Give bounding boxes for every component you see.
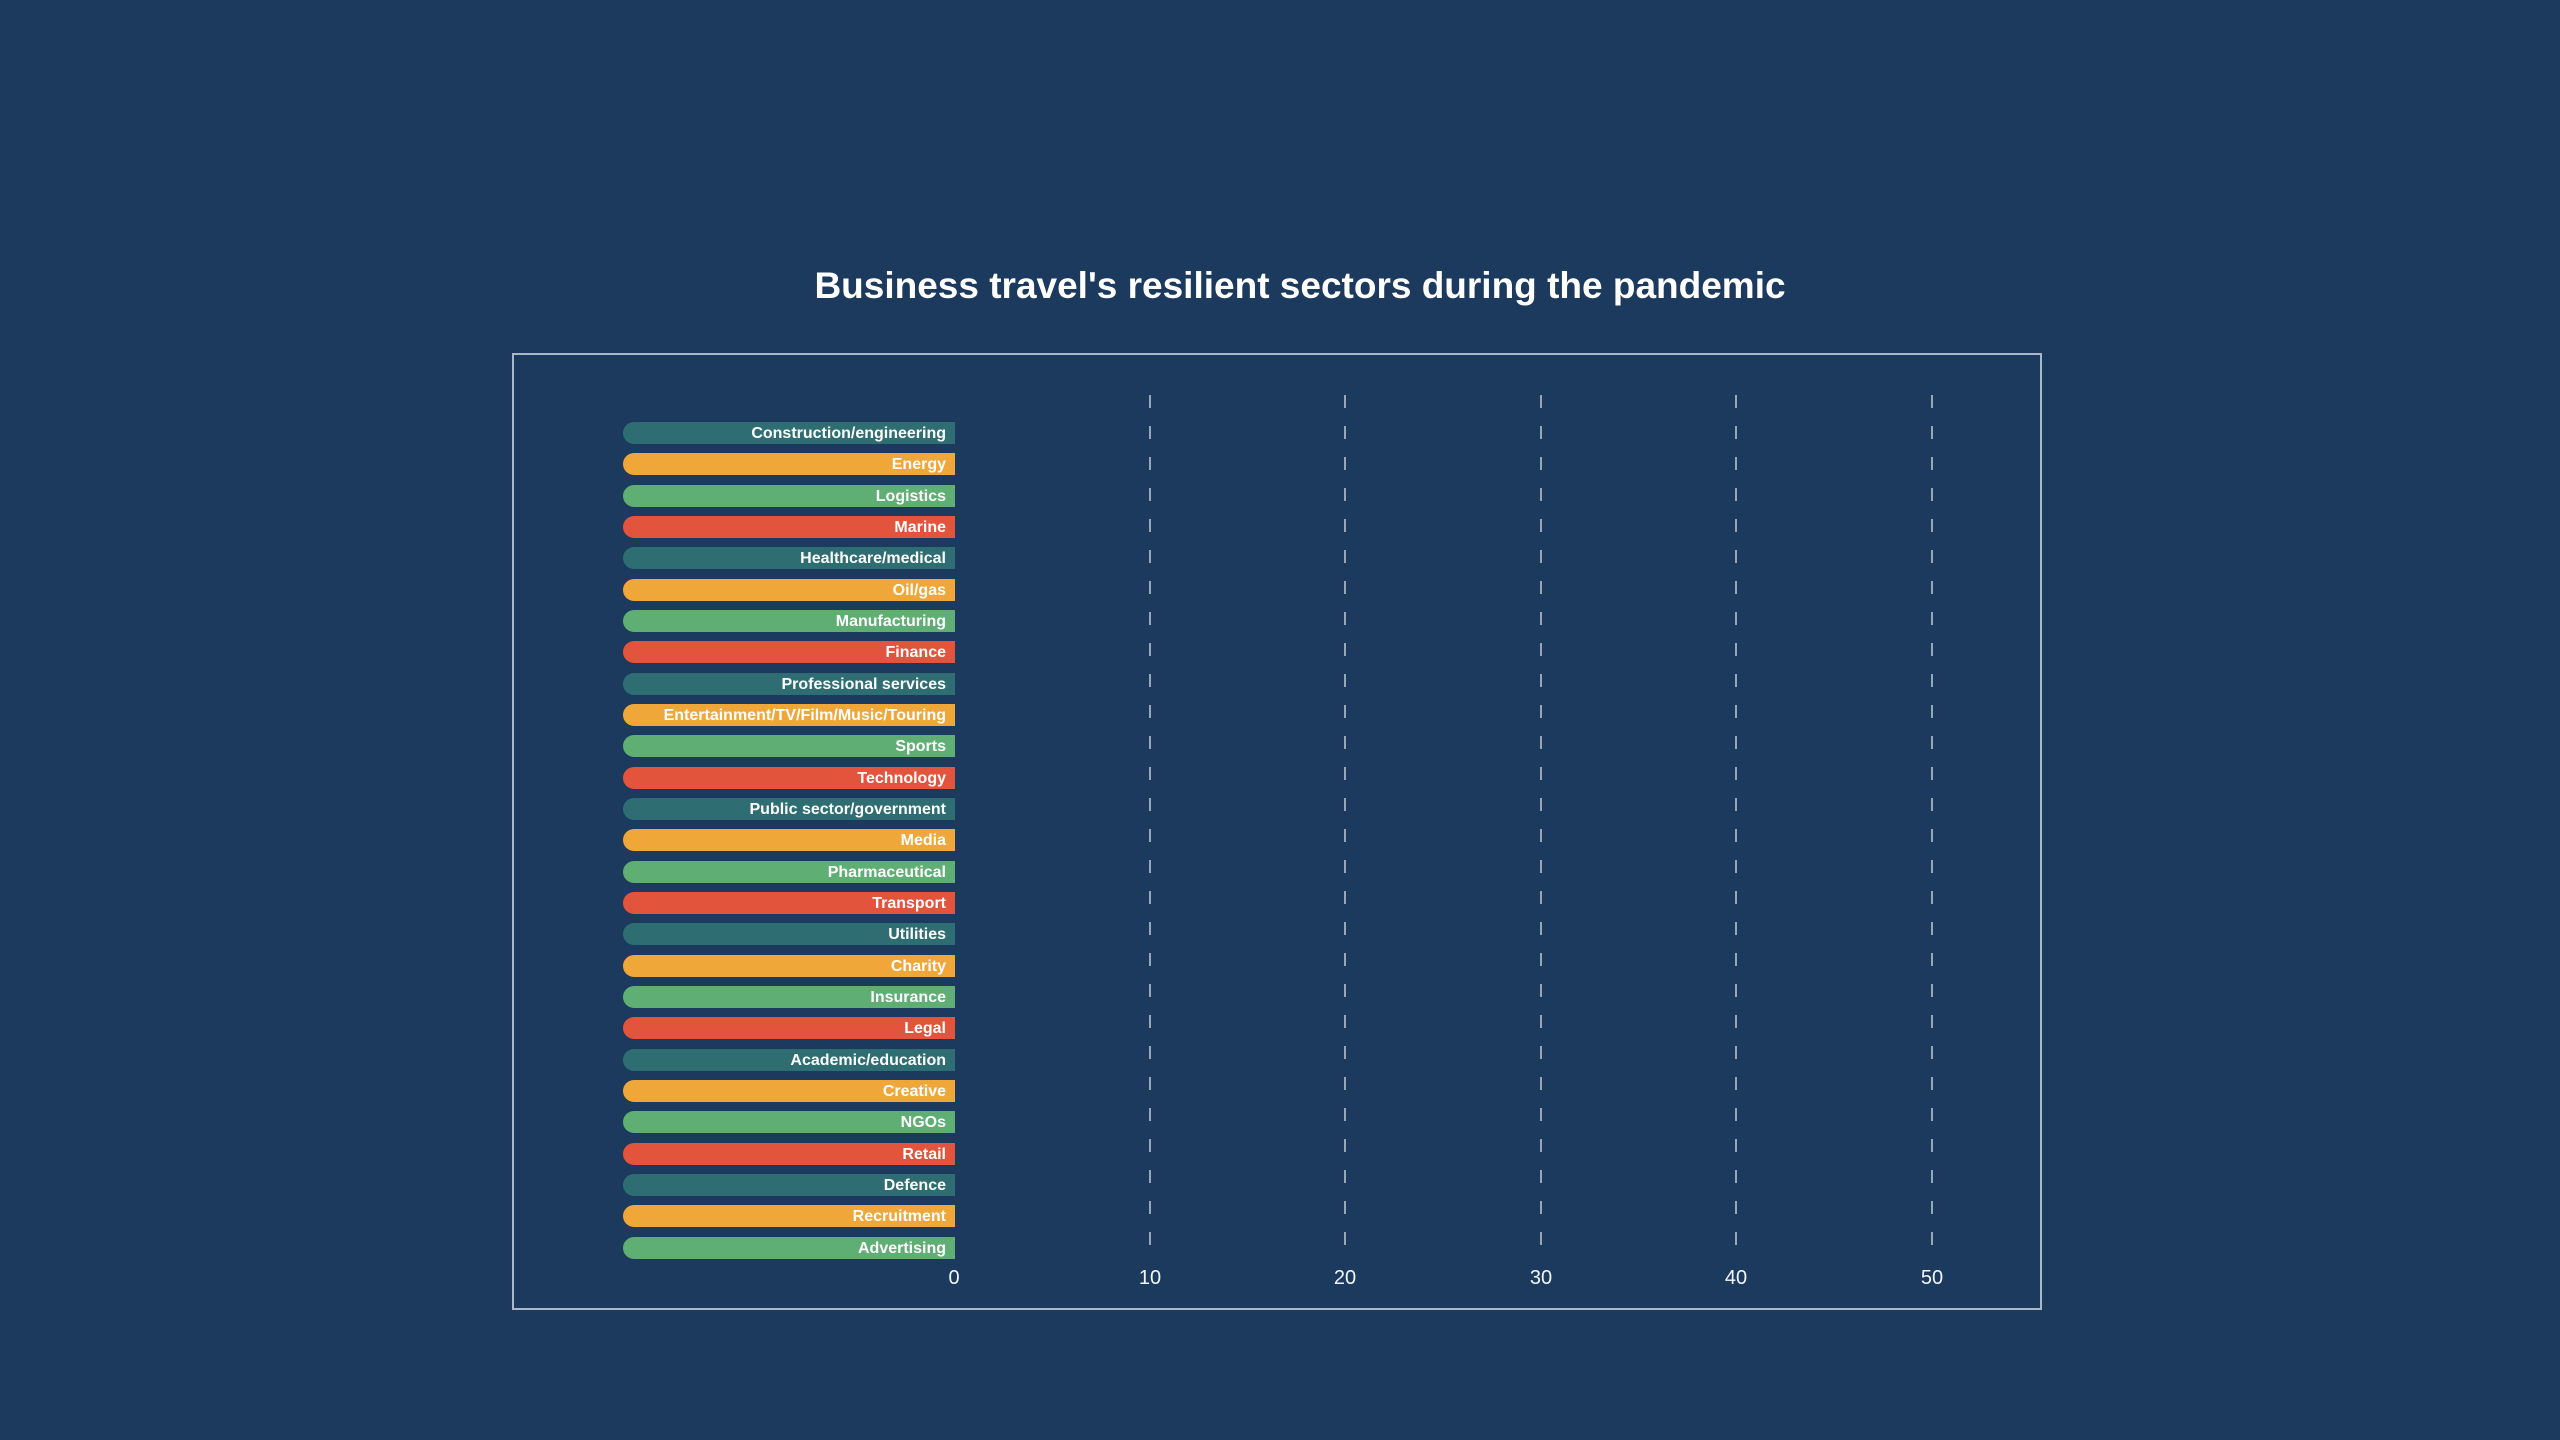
bar: Academic/education: [623, 1049, 955, 1071]
bar: Transport: [623, 892, 955, 914]
bar-label: Oil/gas: [892, 582, 946, 599]
bar-label: Media: [900, 832, 946, 849]
bar-label: Charity: [890, 958, 946, 975]
bar-label: Transport: [872, 895, 946, 912]
bar: Defence: [623, 1174, 955, 1196]
bar: Creative: [623, 1080, 955, 1102]
bar: Insurance: [623, 986, 955, 1008]
bar-label: Advertising: [857, 1240, 946, 1257]
x-tick-label: 30: [1529, 1267, 1553, 1289]
bar-label: Entertainment/TV/Film/Music/Touring: [663, 707, 946, 724]
bar: Public sector/government: [623, 798, 955, 820]
bar: Advertising: [623, 1237, 955, 1259]
bar-label: Retail: [902, 1146, 946, 1163]
bar-label: Pharmaceutical: [827, 864, 946, 881]
bar-label: Creative: [882, 1083, 946, 1100]
gridline: [1540, 395, 1542, 1259]
bar: Construction/engineering: [623, 422, 955, 444]
bar-label: Technology: [857, 770, 946, 787]
bar: Professional services: [623, 673, 955, 695]
bar: Technology: [623, 767, 955, 789]
bar-label: Logistics: [875, 488, 946, 505]
bar: Oil/gas: [623, 579, 955, 601]
bar: Retail: [623, 1143, 955, 1165]
bar-label: Legal: [904, 1020, 946, 1037]
bar-label: Energy: [891, 456, 946, 473]
bar: Pharmaceutical: [623, 861, 955, 883]
bar-label: Manufacturing: [835, 613, 946, 630]
bar-label: Recruitment: [852, 1208, 946, 1225]
x-tick-label: 20: [1333, 1267, 1357, 1289]
bar-label: Sports: [895, 738, 946, 755]
bar-label: Defence: [883, 1177, 946, 1194]
bar: Marine: [623, 516, 955, 538]
bar: Charity: [623, 955, 955, 977]
bar-label: Construction/engineering: [751, 425, 946, 442]
bar-label: Professional services: [781, 676, 946, 693]
bar: Legal: [623, 1017, 955, 1039]
plot-area: Construction/engineering Energy Logistics M…: [512, 353, 2042, 1310]
bar: Recruitment: [623, 1205, 955, 1227]
bar-label: Utilities: [888, 926, 946, 943]
bar-label: NGOs: [900, 1114, 946, 1131]
bar-label: Public sector/government: [749, 801, 947, 818]
x-tick-label: 10: [1138, 1267, 1162, 1289]
bar: Energy: [623, 453, 955, 475]
chart-title: Business travel's resilient sectors duri…: [814, 265, 1786, 306]
bar: Media: [623, 829, 955, 851]
bar: Sports: [623, 735, 955, 757]
bar: NGOs: [623, 1111, 955, 1133]
gridline: [1344, 395, 1346, 1259]
bar-label: Healthcare/medical: [800, 550, 946, 567]
bar: Entertainment/TV/Film/Music/Touring: [623, 704, 955, 726]
bar-label: Insurance: [870, 989, 946, 1006]
gridline: [1735, 395, 1737, 1259]
gridline: [1931, 395, 1933, 1259]
bar: Finance: [623, 641, 955, 663]
bar: Manufacturing: [623, 610, 955, 632]
x-tick-label: 40: [1724, 1267, 1748, 1289]
x-tick-label: 0: [948, 1267, 960, 1289]
bar: Healthcare/medical: [623, 547, 955, 569]
x-tick-label: 50: [1920, 1267, 1944, 1289]
bar-label: Finance: [885, 644, 946, 661]
bar-label: Marine: [894, 519, 946, 536]
gridline: [1149, 395, 1151, 1259]
bar-label: Academic/education: [790, 1052, 946, 1069]
bar: Logistics: [623, 485, 955, 507]
bar: Utilities: [623, 923, 955, 945]
